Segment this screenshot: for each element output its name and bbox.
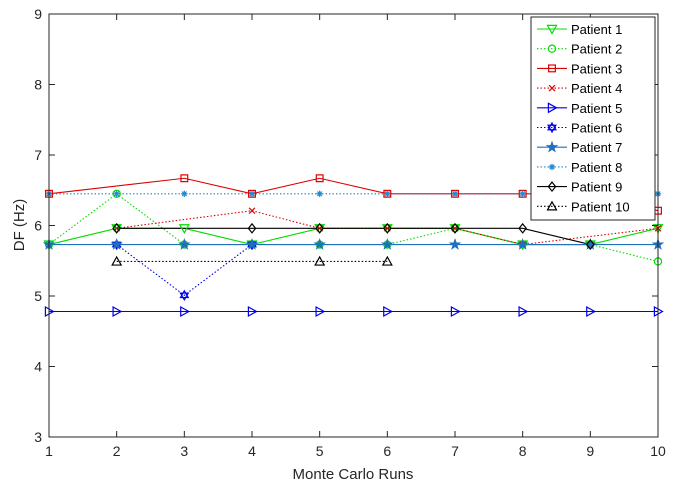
data-point-series-8 xyxy=(519,190,526,197)
data-point-series-3 xyxy=(248,189,256,198)
y-tick-label: 5 xyxy=(34,288,42,304)
data-point-series-5 xyxy=(180,305,191,318)
data-point-series-8 xyxy=(113,190,120,197)
data-point-series-3 xyxy=(451,189,459,198)
data-point-series-7 xyxy=(313,237,326,250)
data-point-series-6 xyxy=(179,289,190,301)
data-point-series-2 xyxy=(112,189,121,198)
x-tick-label: 7 xyxy=(451,443,459,459)
legend-marker xyxy=(547,121,557,134)
data-point-series-5 xyxy=(247,305,258,318)
data-point-series-9 xyxy=(585,239,595,250)
legend-entry-label: Patient 6 xyxy=(571,121,622,136)
data-point-series-8 xyxy=(248,190,256,197)
x-tick-label: 1 xyxy=(45,443,53,459)
data-point-series-9 xyxy=(247,222,257,234)
data-point-series-7 xyxy=(584,237,597,250)
data-point-series-5 xyxy=(518,305,529,318)
data-point-series-7 xyxy=(110,237,123,250)
data-point-series-1 xyxy=(178,224,190,235)
legend: Patient 1 Patient 2 Patient 3 Patient 4 Pati… xyxy=(530,16,656,221)
data-point-series-3 xyxy=(383,189,392,198)
x-tick-label: 8 xyxy=(519,443,527,459)
data-point-series-5 xyxy=(315,305,326,318)
legend-entry-label: Patient 10 xyxy=(571,199,630,214)
data-point-series-5 xyxy=(586,305,597,318)
data-point-series-4 xyxy=(248,207,256,215)
y-tick-label: 4 xyxy=(34,359,42,375)
legend-marker xyxy=(546,200,558,211)
data-point-series-5 xyxy=(450,305,461,318)
y-tick-label: 3 xyxy=(34,429,42,445)
legend-marker xyxy=(548,163,556,171)
data-point-series-3 xyxy=(180,174,189,183)
data-point-series-7 xyxy=(245,237,259,250)
legend-marker xyxy=(548,64,556,73)
data-point-series-7 xyxy=(381,237,394,250)
data-point-series-8 xyxy=(181,190,188,197)
y-tick-label: 7 xyxy=(34,147,42,163)
data-point-series-8 xyxy=(384,190,391,197)
legend-marker xyxy=(547,181,557,193)
x-tick-label: 5 xyxy=(316,443,324,459)
legend-marker xyxy=(547,102,558,114)
series-line-2 xyxy=(48,193,659,262)
x-tick-label: 2 xyxy=(113,443,121,459)
legend-marker xyxy=(545,140,559,153)
data-point-series-9 xyxy=(382,222,392,234)
data-point-series-10 xyxy=(314,255,326,266)
data-point-series-9 xyxy=(112,222,122,234)
legend-marker xyxy=(547,44,557,53)
y-tick-label: 9 xyxy=(34,6,42,22)
x-axis-label: Monte Carlo Runs xyxy=(293,466,414,483)
data-point-series-9 xyxy=(450,222,460,234)
data-point-series-5 xyxy=(383,305,394,318)
legend-entry-label: Patient 9 xyxy=(571,180,622,195)
legend-entry-label: Patient 1 xyxy=(571,22,622,37)
y-tick-label: 8 xyxy=(34,77,42,93)
x-tick-label: 3 xyxy=(180,443,188,459)
data-point-series-7 xyxy=(448,237,462,250)
data-point-series-8 xyxy=(451,190,459,197)
data-point-series-7 xyxy=(178,237,191,250)
legend-entry-label: Patient 8 xyxy=(571,160,622,175)
data-point-series-8 xyxy=(316,190,323,197)
legend-entry-label: Patient 3 xyxy=(571,61,622,76)
data-point-series-9 xyxy=(315,222,325,234)
y-tick-label: 6 xyxy=(34,218,42,234)
legend-marker xyxy=(546,24,558,35)
data-point-series-10 xyxy=(111,255,123,266)
x-tick-label: 4 xyxy=(248,443,256,459)
data-point-series-5 xyxy=(112,305,123,318)
x-tick-label: 9 xyxy=(586,443,594,459)
legend-entry-label: Patient 5 xyxy=(571,101,622,116)
axes: 1 2 3 4 5 6 7 8 9 10 3 4 5 6 7 8 9 xyxy=(34,6,666,459)
data-point-series-9 xyxy=(518,222,528,234)
x-tick-label: 6 xyxy=(383,443,391,459)
data-point-series-3 xyxy=(315,174,324,183)
legend-marker xyxy=(548,84,556,92)
x-tick-label: 10 xyxy=(650,443,666,459)
data-point-series-7 xyxy=(516,237,529,250)
data-point-series-3 xyxy=(518,189,527,198)
data-point-series-10 xyxy=(381,255,393,266)
legend-entry-label: Patient 4 xyxy=(571,81,622,96)
legend-entry-label: Patient 7 xyxy=(571,140,622,155)
y-axis-label: DF (Hz) xyxy=(11,199,28,252)
legend-entry-label: Patient 2 xyxy=(571,42,622,57)
